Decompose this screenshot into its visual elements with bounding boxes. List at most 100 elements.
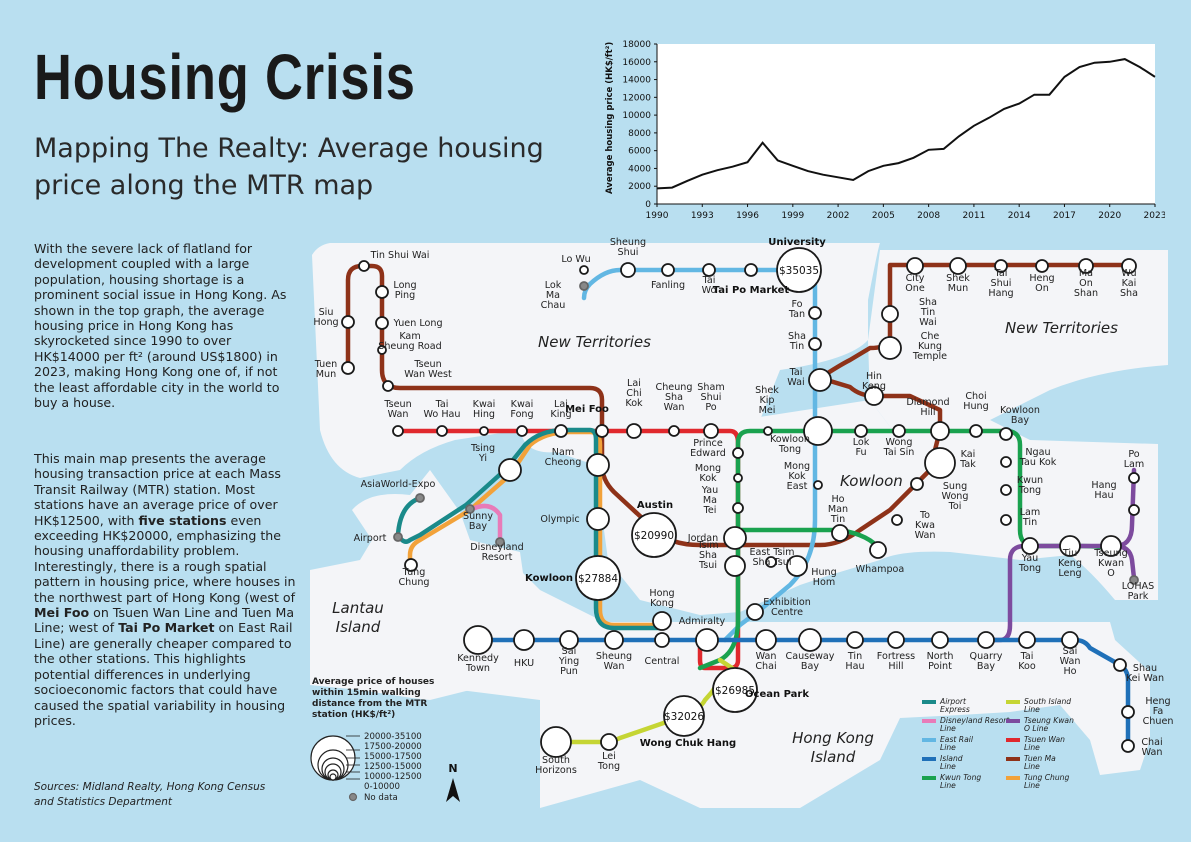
station-lei-tong[interactable] [600, 733, 618, 751]
station-fo-tan[interactable] [808, 306, 822, 320]
station-wan-chai[interactable] [755, 629, 777, 651]
station-tsing-yi[interactable] [498, 458, 522, 482]
station-tsuen-wan[interactable] [392, 425, 404, 437]
station-central[interactable] [654, 632, 670, 648]
line-legend-swatch [922, 700, 936, 704]
station-shau-kei-wan[interactable] [1113, 658, 1127, 672]
station-kwai-hing[interactable] [479, 426, 489, 436]
station-tai-wo-hau[interactable] [436, 425, 448, 437]
station-admiralty[interactable] [695, 628, 719, 652]
station-hku[interactable] [513, 629, 535, 651]
station-heng-fa-chuen[interactable] [1121, 705, 1135, 719]
station-kwai-fong[interactable] [516, 425, 528, 437]
station-yau-ma-tei[interactable] [732, 502, 744, 514]
station-tin-shui-wai[interactable] [358, 260, 370, 272]
station-north-point[interactable] [931, 631, 949, 649]
station-wu-kai-sha[interactable] [1121, 258, 1137, 274]
station-label-tai-wo: Tai Wo [702, 275, 717, 296]
station-siu-hong[interactable] [341, 315, 355, 329]
station-exhibition-centre[interactable] [746, 603, 764, 621]
station-tai-wai[interactable] [808, 368, 832, 392]
station-sung-wong-toi[interactable] [910, 477, 924, 491]
station-fanling[interactable] [661, 263, 675, 277]
station-hin-keng[interactable] [864, 386, 884, 406]
station-po-lam[interactable] [1128, 472, 1140, 484]
station-hong-kong[interactable] [652, 611, 672, 631]
station-lai-king[interactable] [554, 424, 568, 438]
station-heng-on[interactable] [1035, 259, 1049, 273]
station-yuen-long[interactable] [375, 316, 389, 330]
station-tin-hau[interactable] [846, 631, 864, 649]
station-tai-wo[interactable] [702, 263, 716, 277]
station-sha-tin[interactable] [808, 337, 822, 351]
station-mei-foo[interactable] [595, 424, 609, 438]
station-east-tsim-sha-tsui[interactable] [765, 556, 777, 568]
station-whampoa[interactable] [869, 541, 887, 559]
station-mong-kok[interactable] [733, 473, 743, 483]
station-kowloon-bay[interactable] [999, 427, 1013, 441]
station-kam-sheung-road[interactable] [377, 345, 387, 355]
station-tai-po-market[interactable] [744, 263, 758, 277]
station-label-mong-kok: Mong Kok [695, 463, 721, 484]
station-tsuen-wan-west[interactable] [382, 380, 394, 392]
station-tsim-sha-tsui[interactable] [724, 555, 746, 577]
station-label-shek-mun: Shek Mun [946, 273, 970, 294]
station-sham-shui-po[interactable] [703, 423, 719, 439]
station-to-kwa-wan[interactable] [891, 514, 903, 526]
station-south-horizons[interactable] [540, 726, 572, 758]
station-tuen-mun[interactable] [341, 361, 355, 375]
chart-x-tick-label: 2017 [1053, 211, 1076, 221]
station-sha-tin-wai[interactable] [881, 305, 899, 323]
station-long-ping[interactable] [375, 285, 389, 299]
station-city-one[interactable] [906, 257, 924, 275]
region-lantau: Lantau Island [332, 599, 384, 636]
station-yau-tong[interactable] [1021, 537, 1039, 555]
station-mong-kok-east[interactable] [813, 480, 823, 490]
station-chai-wan[interactable] [1121, 739, 1135, 753]
station-kwun-tong[interactable] [1000, 484, 1012, 496]
station-shek-mun[interactable] [949, 257, 967, 275]
station-lo-wu[interactable] [579, 265, 589, 275]
station-olympic[interactable] [586, 507, 610, 531]
station-kowloon-tong[interactable] [803, 416, 833, 446]
station-tseung-kwan-o[interactable] [1100, 535, 1122, 557]
station-fortress-hill[interactable] [887, 631, 905, 649]
station-sai-ying-pun[interactable] [559, 630, 579, 650]
station-tung-chung[interactable] [404, 558, 418, 572]
station-ocean-park[interactable] [712, 667, 758, 713]
station-jordan[interactable] [723, 526, 747, 550]
station-prince-edward[interactable] [732, 447, 744, 459]
station-sheung-wan[interactable] [604, 630, 624, 650]
station-choi-hung[interactable] [969, 424, 983, 438]
station-wong-tai-sin[interactable] [892, 424, 906, 438]
station-tai-koo[interactable] [1018, 631, 1036, 649]
station-label-ho-man-tin: Ho Man Tin [828, 494, 848, 525]
station-lai-chi-kok[interactable] [626, 423, 642, 439]
station-ma-on-shan[interactable] [1078, 258, 1094, 274]
station-lam-tin[interactable] [1000, 514, 1012, 526]
station-causeway-bay[interactable] [798, 628, 822, 652]
station-sai-wan-ho[interactable] [1061, 631, 1079, 649]
station-label-fortress-hill: Fortress Hill [877, 651, 915, 672]
station-kennedy-town[interactable] [463, 625, 493, 655]
station-lok-fu[interactable] [854, 424, 868, 438]
station-tai-shui-hang[interactable] [994, 259, 1008, 273]
station-wong-chuk-hang[interactable] [663, 695, 705, 737]
station-nam-cheong[interactable] [586, 453, 610, 477]
station-tiu-keng-leng[interactable] [1059, 535, 1081, 557]
station-hang-hau[interactable] [1128, 504, 1140, 516]
station-quarry-bay[interactable] [977, 631, 995, 649]
station-label-kowloon-bay: Kowloon Bay [1000, 405, 1040, 426]
station-kowloon[interactable] [575, 555, 621, 601]
station-austin[interactable] [631, 512, 677, 558]
station-kai-tak[interactable] [924, 447, 956, 479]
station-university[interactable] [776, 247, 822, 293]
station-ngau-tau-kok[interactable] [1000, 456, 1012, 468]
station-hung-hom[interactable] [786, 555, 808, 577]
station-cheung-sha-wan[interactable] [668, 425, 680, 437]
station-diamond-hill[interactable] [930, 421, 950, 441]
station-che-kung-temple[interactable] [878, 336, 902, 360]
station-sheung-shui[interactable] [620, 262, 636, 278]
station-shek-kip-mei[interactable] [763, 426, 773, 436]
station-ho-man-tin[interactable] [831, 524, 849, 542]
